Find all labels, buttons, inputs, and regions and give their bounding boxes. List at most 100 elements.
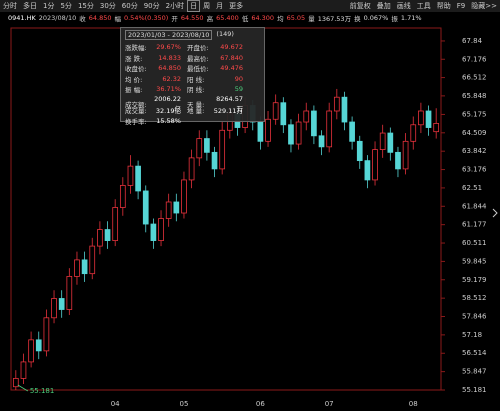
quote-value: 0.54%(0.350) <box>123 14 169 22</box>
candle-body <box>333 96 340 112</box>
stat-value: 36.71% <box>156 85 181 94</box>
y-tick-label: 63.176 <box>462 166 487 174</box>
candle-body <box>379 132 386 150</box>
toolbar-button[interactable]: 月 <box>216 2 224 10</box>
toolbar-button[interactable]: 分时 <box>3 2 17 10</box>
candle-body <box>425 110 432 128</box>
y-tick-label: 59.179 <box>462 276 487 284</box>
candle-body <box>433 123 440 133</box>
y-tick-label: 67.176 <box>462 55 487 63</box>
y-tick-label: 65.175 <box>462 110 487 118</box>
toolbar-button[interactable]: 更多 <box>229 2 244 10</box>
candle-body <box>257 121 264 142</box>
y-tick-label: 59.845 <box>462 257 487 265</box>
quote-value: 64.300 <box>251 14 275 22</box>
expand-arrow[interactable] <box>492 208 498 218</box>
y-tick-label: 64.509 <box>462 129 487 137</box>
candle-body <box>272 102 279 120</box>
stat-value: 90 <box>234 74 243 83</box>
quote-value: 1367.53万 <box>317 15 352 23</box>
toolbar-button[interactable]: 周 <box>203 2 211 10</box>
candle-body <box>387 132 394 153</box>
quote-line: 0941.HK 2023/08/10 收 64.850 幅 0.54%(0.350) 开 64… <box>0 12 500 24</box>
candle-body <box>165 201 172 219</box>
candle-body <box>97 229 103 247</box>
candle-body <box>303 110 310 123</box>
toolbar-button[interactable]: 工具 <box>416 2 431 10</box>
stat-value: 49.476 <box>220 64 243 73</box>
tooltip-row: 振 幅: 36.71% 阴 线: 59 <box>125 84 260 95</box>
tooltip-row: 均 价: 62.32 阳 线: 90 <box>125 74 260 85</box>
candle-body <box>74 259 80 277</box>
y-tick-label: 61.177 <box>462 221 487 229</box>
candle-body <box>402 140 409 170</box>
toolbar-button[interactable]: 帮助 <box>436 2 451 10</box>
toolbar-button[interactable]: 90分 <box>143 2 160 10</box>
candle-body <box>112 207 119 241</box>
x-tick-label: 06 <box>256 400 265 408</box>
stat-value: 64.850 <box>158 64 181 73</box>
toolbar-button[interactable]: 日 <box>187 0 201 12</box>
tooltip-row: 成交量: 32.19亿地 量: 529.11万 <box>125 105 260 116</box>
tooltip-row: 成交额: 2006.22亿天 量: 8264.57万 <box>125 95 260 113</box>
stat-label: 均 价: <box>125 75 143 84</box>
y-tick-label: 62.51 <box>462 184 482 192</box>
y-tick-label: 58.512 <box>462 294 487 302</box>
quote-label: 高 <box>206 15 214 23</box>
candle-body <box>418 110 424 126</box>
count: (149) <box>216 30 234 38</box>
stat-value: 15.58% <box>156 116 181 125</box>
toolbar-button[interactable]: 1分 <box>43 2 55 10</box>
y-tick-label: 63.842 <box>462 147 487 155</box>
candle-body <box>81 259 88 275</box>
y-tick-label: 56.514 <box>462 349 487 357</box>
stat-label: 最低价: <box>187 65 209 74</box>
y-tick-label: 57.846 <box>462 313 487 321</box>
stat-label: 阳 线: <box>187 75 205 84</box>
candle-body <box>43 317 50 352</box>
y-tick-label: 60.511 <box>462 239 487 247</box>
tooltip-row: 涨跌幅: 29.67% 开盘价: 49.672 <box>125 42 260 53</box>
stat-label: 收盘价: <box>125 65 147 74</box>
stat-value: 529.11万 <box>213 107 243 116</box>
toolbar-button[interactable]: 5分 <box>60 2 72 10</box>
stat-value: 14.833 <box>158 53 181 62</box>
stat-label: 天 量: <box>187 100 205 109</box>
code: 0941.HK <box>8 14 36 22</box>
stat-label: 最高价: <box>187 54 209 63</box>
toolbar-button[interactable]: 60分 <box>121 2 138 10</box>
range: 2023/01/03 - 2023/08/10 <box>125 30 213 40</box>
stat-value: 67.840 <box>220 53 243 62</box>
toolbar-button[interactable]: 2小时 <box>165 2 185 10</box>
x-tick-label: 07 <box>325 400 334 408</box>
candle-body <box>280 102 287 126</box>
toolbar-button[interactable]: 前复权 <box>349 2 371 10</box>
toolbar-button[interactable]: 30分 <box>99 2 116 10</box>
toolbar-button[interactable]: F9 <box>456 2 466 10</box>
x-tick-label: 05 <box>180 400 189 408</box>
quote-label: 均 <box>277 15 284 23</box>
candle-body <box>119 185 126 208</box>
candle-body <box>135 165 141 192</box>
stat-label: 涨 跌: <box>125 54 143 63</box>
candle-body <box>35 339 42 352</box>
stat-label: 阴 线: <box>187 86 205 95</box>
y-tick-label: 55.181 <box>462 386 487 394</box>
stat-label: 涨跌幅: <box>125 44 147 53</box>
tooltip-row: 涨 跌: 14.833 最高价: 67.840 <box>125 53 260 64</box>
toolbar-button[interactable]: 叠加 <box>376 2 391 10</box>
candle-body <box>265 118 271 142</box>
candle-body <box>66 276 73 310</box>
candle-body <box>150 223 157 241</box>
y-tick-label: 65.848 <box>462 92 487 100</box>
toolbar-button[interactable]: 画线 <box>396 2 411 10</box>
candle-body <box>326 110 333 148</box>
toolbar-button[interactable]: 多日 <box>23 2 37 10</box>
candle-body <box>181 179 187 214</box>
quote-label: 振 <box>391 15 398 23</box>
low-marker <box>17 384 29 392</box>
toolbar-button[interactable]: 15分 <box>77 2 94 10</box>
toolbar-button[interactable]: 隐藏>> <box>471 2 497 10</box>
stat-value: 29.67% <box>156 43 181 52</box>
